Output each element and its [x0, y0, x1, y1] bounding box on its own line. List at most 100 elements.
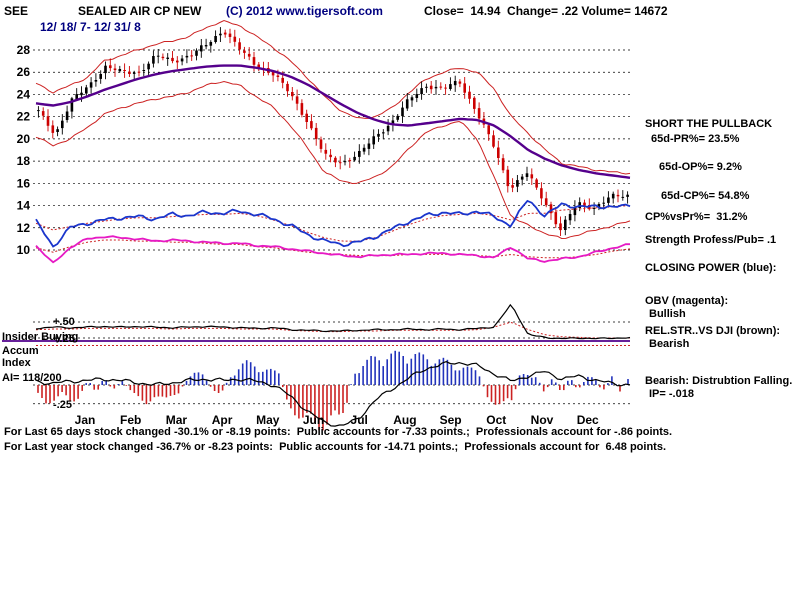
price-candle-body [463, 83, 466, 93]
plus50-label: +.50 [53, 316, 75, 328]
accum-histogram-bar [81, 385, 83, 391]
price-candle-body [554, 212, 558, 225]
accum-histogram-bar [567, 380, 569, 385]
price-candle-body [176, 60, 179, 63]
price-candle-body [516, 180, 519, 187]
accum-histogram-bar [257, 372, 260, 385]
accum-histogram-bar [546, 385, 549, 388]
bearish-note: Bearish: Distrubtion Falling. [645, 375, 793, 387]
month-label: Jul [351, 413, 368, 427]
accum-histogram-bar [571, 380, 573, 385]
price-candle-body [142, 70, 146, 71]
accum-histogram-bar [390, 353, 392, 385]
price-candle-body [295, 96, 299, 104]
price-candle-body [520, 176, 524, 180]
price-candle-body [453, 81, 457, 86]
relstr-status: Bearish [649, 338, 690, 350]
price-candle-body [252, 57, 256, 65]
summary-year: For Last year stock changed -36.7% or -8… [4, 441, 666, 453]
accum-histogram-bar [563, 385, 565, 391]
price-candle-body [353, 156, 356, 161]
accum-histogram-bar [157, 385, 160, 397]
accum-histogram-bar [205, 380, 208, 385]
accum-histogram-bar [422, 354, 425, 385]
accum-histogram-bar [555, 382, 557, 385]
accum-histogram-bar [354, 373, 356, 385]
accum-histogram-bar [627, 379, 629, 385]
ai-value-label: AI= 118/200 [2, 372, 62, 384]
accum-histogram-bar [466, 366, 469, 385]
accum-histogram-bar [113, 385, 116, 389]
accum-histogram-bar [89, 383, 91, 385]
price-tick-label: 22 [17, 110, 31, 124]
see-label: SEE [4, 4, 29, 18]
accum-histogram-bar [478, 376, 481, 385]
accum-histogram-bar [221, 385, 224, 391]
price-candle-body [324, 149, 328, 154]
accum-histogram-bar [121, 381, 124, 385]
price-candle-body [85, 87, 88, 94]
price-candle-body [61, 120, 64, 129]
price-candle-body [425, 86, 428, 88]
accum-histogram-bar [45, 385, 47, 404]
cp-dotted-line [35, 205, 631, 242]
price-candle-body [80, 92, 83, 96]
accum-histogram-bar [270, 368, 272, 385]
price-candle-body [305, 113, 308, 122]
accum-histogram-bar [141, 385, 144, 401]
price-candle-body [113, 68, 117, 71]
price-candle-body [118, 69, 122, 72]
price-candle-body [386, 125, 390, 132]
accum-histogram-bar [378, 360, 380, 385]
price-candle-body [185, 55, 189, 58]
price-candle-body [487, 125, 490, 135]
price-candle-body [473, 97, 476, 109]
index-label: Index [2, 357, 31, 369]
accum-histogram-bar [262, 371, 264, 385]
accum-histogram-bar [526, 375, 529, 385]
copyright-link[interactable]: (C) 2012 www.tigersoft.com [226, 4, 383, 18]
price-candle-body [506, 169, 510, 187]
accum-histogram-bar [538, 382, 541, 385]
closing-power-line [35, 199, 631, 248]
accum-histogram-bar [338, 385, 340, 415]
accum-histogram-bar [502, 385, 505, 402]
accum-histogram-bar [434, 363, 437, 385]
price-candle-body [233, 36, 237, 42]
accum-histogram-bar [225, 382, 228, 385]
accum-histogram-bar [189, 376, 192, 385]
price-candle-body [535, 179, 538, 188]
accum-histogram-bar [619, 385, 621, 392]
accum-histogram-bar [286, 385, 288, 400]
price-candle-body [228, 33, 232, 37]
price-tick-label: 26 [17, 65, 31, 79]
accum-histogram-bar [330, 385, 332, 416]
accum-histogram-bar [274, 370, 276, 385]
accum-histogram-bar [217, 385, 220, 393]
insider-buying-label: Insider Buying [2, 331, 79, 343]
price-candle-body [492, 135, 495, 147]
accum-histogram-bar [173, 385, 176, 395]
op-percent: 65d-OP%= 9.2% [659, 161, 742, 173]
accum-histogram-bar [534, 377, 537, 385]
accum-histogram-bar [398, 351, 400, 385]
price-candle-body [626, 194, 629, 197]
price-candle-body [166, 57, 169, 59]
price-candle-body [161, 56, 165, 59]
price-candle-body [439, 86, 443, 88]
accum-histogram-bar [93, 385, 95, 390]
accum-histogram-bar [494, 385, 497, 405]
price-candle-body [468, 91, 471, 99]
price-candle-body [51, 125, 55, 133]
price-candle-body [338, 162, 342, 164]
accum-histogram-bar [278, 373, 280, 385]
obv-dotted-line [35, 239, 631, 259]
accum-histogram-bar [213, 385, 216, 391]
relstr-label: REL.STR..VS DJI (brown): [645, 325, 781, 337]
accum-histogram-bar [474, 370, 477, 385]
accum-histogram-bar [611, 376, 613, 385]
month-label: Mar [166, 413, 188, 427]
price-candle-body [223, 32, 227, 35]
accum-histogram-bar [462, 367, 465, 385]
